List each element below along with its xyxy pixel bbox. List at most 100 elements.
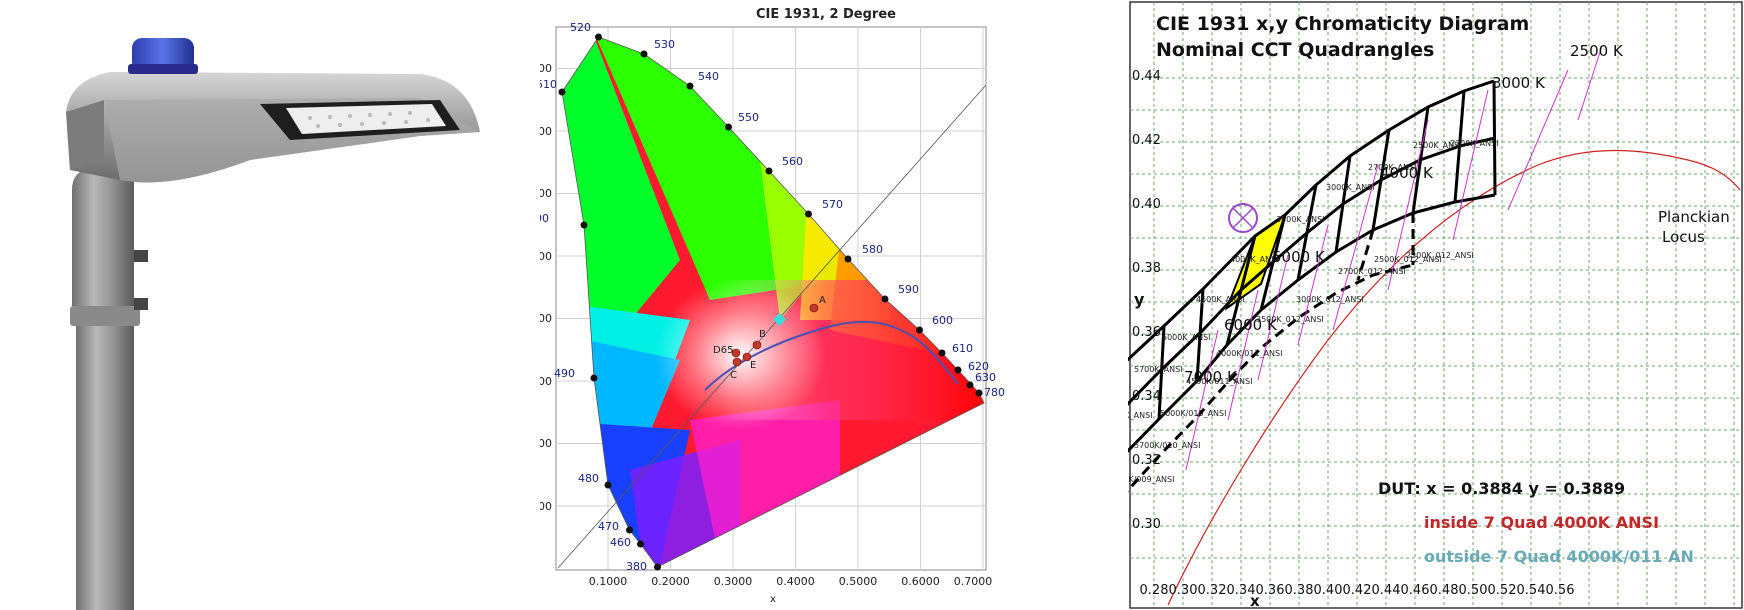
svg-text:0.40: 0.40 [1132,197,1161,212]
svg-text:490: 490 [554,367,575,380]
svg-text:0.44: 0.44 [1372,583,1401,598]
svg-text:D65: D65 [713,345,733,356]
svg-text:2500 K: 2500 K [1570,42,1624,60]
cct-labels: 2500 K 3000 K 4000 K 5000 K 6000 K 7000 … [1184,42,1624,386]
planckian-locus [704,320,959,391]
svg-text:3000K_012_ANSI: 3000K_012_ANSI [1296,295,1364,304]
svg-text:7000 K: 7000 K [1184,368,1238,386]
cie-title: CIE 1931, 2 Degree [756,7,896,22]
svg-text:0.54: 0.54 [1517,583,1546,598]
illuminant-labels: A B D65 C E [713,295,826,381]
svg-text:550: 550 [738,111,759,124]
outside-quad-text: outside 7 Quad 4000K/011 AN [1424,547,1694,566]
svg-text:5000 K: 5000 K [1272,248,1326,266]
svg-text:0.48: 0.48 [1430,583,1459,598]
svg-text:0.44: 0.44 [1132,69,1161,84]
svg-text:460: 460 [610,536,631,549]
quad-x-axis-label: x [1250,592,1260,610]
svg-text:4000K/011_ANSI: 4000K/011_ANSI [1216,349,1282,358]
svg-text:780: 780 [984,386,1005,399]
svg-text:510: 510 [540,78,557,91]
svg-text:4000K_ANSI: 4000K_ANSI [1230,255,1279,264]
dut-readout: DUT: x = 0.3884 y = 0.3889 [1378,479,1625,498]
quad-title-line1: CIE 1931 x,y Chromaticity Diagram [1156,13,1529,35]
svg-text:0.28: 0.28 [1140,583,1169,598]
cie1931-diagram: CIE 1931, 2 Degree [540,0,1120,610]
svg-text:630: 630 [975,371,996,384]
svg-text:0.40: 0.40 [1314,583,1343,598]
svg-text:0.36: 0.36 [1256,583,1285,598]
svg-text:2700K_ANSI: 2700K_ANSI [1368,163,1417,172]
sensor-cap [132,38,194,72]
cie-x-tick-labels: 0.1000 0.2000 0.3000 0.4000 0.5000 0.600… [589,575,993,588]
street-lamp-image [0,0,500,610]
svg-text:5700K/010_ANSI: 5700K/010_ANSI [1134,441,1200,450]
quad-extended-outlines [1128,213,1415,493]
svg-text:600: 600 [932,314,953,327]
svg-text:0.7000: 0.7000 [540,125,552,138]
svg-text:3500K_ANSI: 3500K_ANSI [1276,215,1325,224]
svg-text:0.34: 0.34 [1227,583,1256,598]
svg-text:0.38: 0.38 [1132,261,1161,276]
dut-circle [1228,203,1258,233]
svg-text:5000K_ANSI: 5000K_ANSI [1162,333,1211,342]
svg-text:0.7000: 0.7000 [954,575,993,588]
svg-text:470: 470 [598,520,619,533]
svg-text:0.6000: 0.6000 [540,187,552,200]
cie-x-axis-label: x [770,594,776,605]
planckian-label: Planckian Locus [1658,208,1730,246]
svg-text:0.2000: 0.2000 [540,437,552,450]
svg-text:5000K/010_ANSI: 5000K/010_ANSI [1160,409,1226,418]
svg-text:0.6000: 0.6000 [901,575,940,588]
quad-y-axis-label: y [1134,290,1145,309]
svg-text:500: 500 [540,212,549,225]
svg-text:0.42: 0.42 [1343,583,1372,598]
planckian-curve [1167,149,1741,606]
svg-text:0.3000: 0.3000 [540,375,552,388]
svg-text:3000 K: 3000 K [1492,74,1546,92]
led-panel [286,104,446,134]
svg-text:5700K_ANSI: 5700K_ANSI [1134,365,1183,374]
wavelength-markers [558,33,983,571]
svg-text:B: B [759,329,766,340]
svg-text:Locus: Locus [1662,228,1705,246]
svg-text:4500K_ANSI: 4500K_ANSI [1196,295,1245,304]
svg-text:540: 540 [698,70,719,83]
wavelength-labels: 520 530 540 550 560 570 580 590 600 610 … [540,21,1005,573]
svg-text:2500K_ANSI: 2500K_ANSI [1413,141,1462,150]
inside-quad-text: inside 7 Quad 4000K ANSI [1424,513,1659,532]
quad-x-tick-labels: 0.28 0.30 0.32 0.34 0.36 0.38 0.40 0.42 … [1140,583,1575,598]
svg-text:0.38: 0.38 [1285,583,1314,598]
svg-text:0.3000: 0.3000 [714,575,753,588]
svg-text:0.4000: 0.4000 [540,312,552,325]
svg-text:570: 570 [822,198,843,211]
svg-text:0.2000: 0.2000 [651,575,690,588]
svg-text:590: 590 [898,283,919,296]
svg-text:2700K_012_ANSI: 2700K_012_ANSI [1338,267,1406,276]
dut-cross [1232,207,1254,229]
quad-outlines [1128,79,1497,453]
svg-text:0.52: 0.52 [1488,583,1517,598]
svg-text:0.5000: 0.5000 [540,250,552,263]
svg-text:610: 610 [952,342,973,355]
quad-title-line2: Nominal CCT Quadrangles [1156,39,1434,61]
svg-text:0.30: 0.30 [1169,583,1198,598]
quad-y-tick-labels: 0.44 0.42 0.40 0.38 0.36 0.34 0.32 0.30 [1132,69,1161,532]
svg-text:620: 620 [968,360,989,373]
svg-text:530: 530 [654,38,675,51]
svg-text:6500K_ANSI: 6500K_ANSI [1128,411,1153,420]
svg-text:0.5000: 0.5000 [839,575,878,588]
svg-text:0.1000: 0.1000 [540,500,552,513]
svg-text:6000 K: 6000 K [1224,316,1278,334]
svg-text:580: 580 [862,243,883,256]
svg-text:3500K_012_ANSI: 3500K_012_ANSI [1256,315,1324,324]
svg-text:Planckian: Planckian [1658,208,1730,226]
lamp-pole [76,320,134,610]
svg-text:0.32: 0.32 [1132,453,1161,468]
svg-text:0.32: 0.32 [1198,583,1227,598]
cie-y-tick-labels: 0.1000 0.2000 0.3000 0.4000 0.5000 0.600… [540,62,552,513]
svg-text:C: C [730,370,737,381]
svg-text:A: A [819,295,826,306]
svg-text:0.56: 0.56 [1546,583,1575,598]
diagonal-line [557,84,987,569]
